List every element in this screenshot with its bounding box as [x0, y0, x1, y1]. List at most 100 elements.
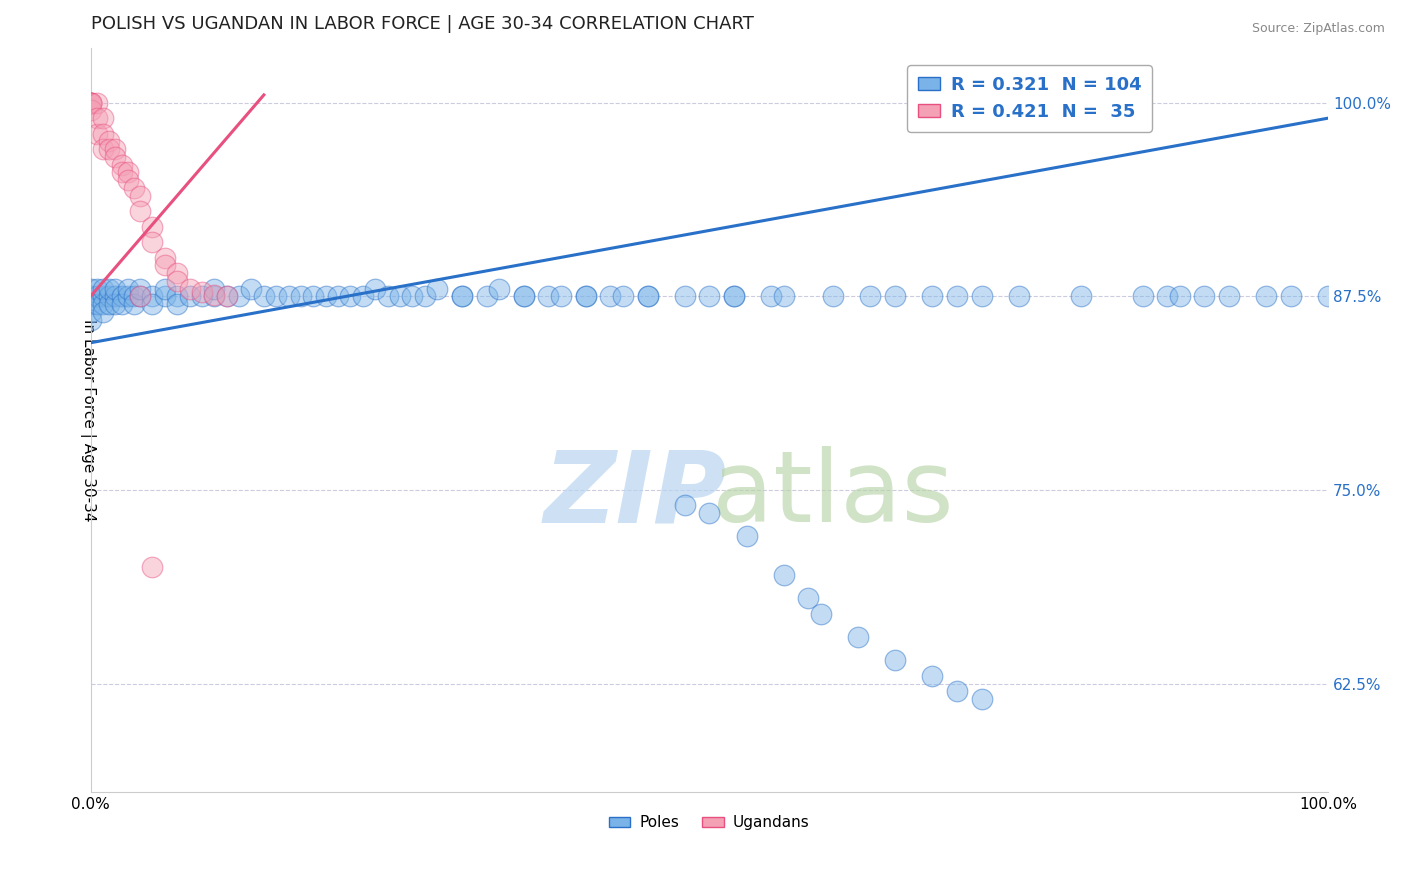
Point: [91, 127, 114, 141]
Point: [122, 289, 145, 303]
Point: [1032, 95, 1054, 110]
Point: [1317, 289, 1340, 303]
Point: [104, 142, 127, 156]
Point: [141, 235, 163, 249]
Point: [1279, 289, 1302, 303]
Point: [413, 289, 436, 303]
Point: [79, 312, 101, 326]
Point: [153, 289, 176, 303]
Point: [264, 289, 287, 303]
Point: [1156, 289, 1178, 303]
Point: [166, 266, 188, 280]
Point: [129, 204, 152, 219]
Point: [79, 281, 101, 295]
Text: Source: ZipAtlas.com: Source: ZipAtlas.com: [1251, 22, 1385, 36]
Point: [1070, 289, 1092, 303]
Point: [326, 289, 349, 303]
Text: atlas: atlas: [713, 446, 953, 543]
Point: [91, 289, 114, 303]
Point: [179, 281, 201, 295]
Point: [352, 289, 374, 303]
Point: [1008, 95, 1031, 110]
Point: [315, 289, 337, 303]
Point: [761, 289, 783, 303]
Point: [290, 289, 312, 303]
Point: [637, 289, 659, 303]
Text: ZIP: ZIP: [544, 446, 727, 543]
Point: [98, 281, 121, 295]
Point: [79, 297, 101, 311]
Point: [110, 158, 132, 172]
Point: [735, 529, 758, 543]
Point: [1218, 289, 1240, 303]
Point: [599, 289, 621, 303]
Point: [86, 111, 108, 125]
Point: [884, 289, 907, 303]
Point: [86, 281, 108, 295]
Point: [91, 297, 114, 311]
Point: [823, 289, 845, 303]
Point: [921, 289, 943, 303]
Point: [86, 297, 108, 311]
Point: [215, 289, 238, 303]
Point: [364, 281, 387, 295]
Point: [122, 297, 145, 311]
Point: [946, 289, 969, 303]
Point: [846, 630, 869, 644]
Point: [86, 95, 108, 110]
Point: [79, 95, 101, 110]
Point: [117, 281, 139, 295]
Point: [1256, 289, 1278, 303]
Point: [179, 289, 201, 303]
Point: [153, 281, 176, 295]
Point: [79, 305, 101, 319]
Point: [884, 653, 907, 667]
Point: [86, 289, 108, 303]
Point: [488, 281, 510, 295]
Point: [637, 289, 659, 303]
Y-axis label: In Labor Force | Age 30-34: In Labor Force | Age 30-34: [80, 319, 96, 522]
Legend: Poles, Ugandans: Poles, Ugandans: [603, 809, 815, 837]
Point: [513, 289, 536, 303]
Point: [475, 289, 498, 303]
Point: [166, 297, 188, 311]
Point: [110, 165, 132, 179]
Point: [202, 289, 225, 303]
Point: [98, 297, 121, 311]
Point: [79, 95, 101, 110]
Point: [104, 281, 127, 295]
Point: [117, 173, 139, 187]
Point: [451, 289, 474, 303]
Point: [797, 591, 820, 606]
Point: [388, 289, 411, 303]
Point: [141, 289, 163, 303]
Point: [673, 499, 696, 513]
Point: [451, 289, 474, 303]
Point: [377, 289, 399, 303]
Point: [240, 281, 263, 295]
Point: [79, 289, 101, 303]
Point: [117, 289, 139, 303]
Point: [513, 289, 536, 303]
Point: [772, 289, 794, 303]
Point: [699, 289, 721, 303]
Point: [79, 103, 101, 118]
Point: [86, 127, 108, 141]
Point: [79, 95, 101, 110]
Point: [91, 305, 114, 319]
Point: [98, 289, 121, 303]
Point: [537, 289, 560, 303]
Point: [277, 289, 299, 303]
Point: [215, 289, 238, 303]
Point: [141, 219, 163, 234]
Point: [98, 135, 121, 149]
Point: [723, 289, 745, 303]
Point: [91, 142, 114, 156]
Point: [699, 506, 721, 520]
Point: [426, 281, 449, 295]
Point: [723, 289, 745, 303]
Point: [104, 150, 127, 164]
Point: [970, 692, 993, 706]
Point: [110, 297, 132, 311]
Point: [141, 560, 163, 574]
